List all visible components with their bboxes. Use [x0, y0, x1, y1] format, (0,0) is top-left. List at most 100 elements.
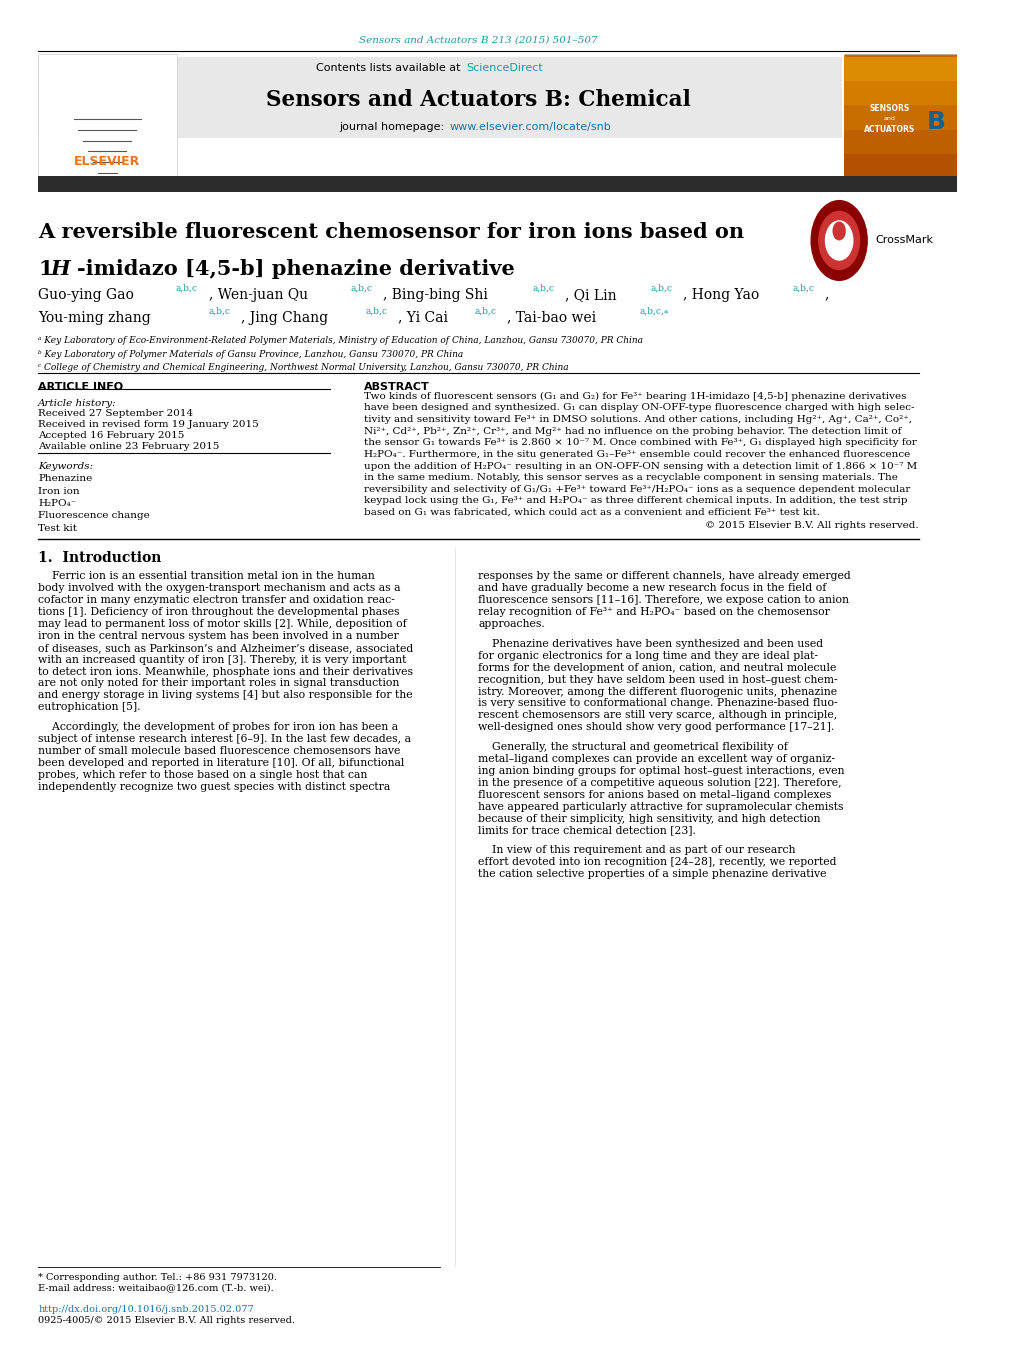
Text: fluorescence sensors [11–16]. Therefore, we expose cation to anion: fluorescence sensors [11–16]. Therefore,…	[478, 596, 849, 605]
Text: Accordingly, the development of probes for iron ion has been a: Accordingly, the development of probes f…	[39, 723, 398, 732]
Text: independently recognize two guest species with distinct spectra: independently recognize two guest specie…	[39, 782, 390, 792]
Text: a,b,c: a,b,c	[474, 307, 496, 316]
Text: E-mail address: weitaibao@126.com (T.-b. wei).: E-mail address: weitaibao@126.com (T.-b.…	[39, 1283, 274, 1293]
Text: , Qi Lin: , Qi Lin	[564, 288, 615, 301]
Text: a,b,c: a,b,c	[350, 284, 372, 293]
Text: a,b,c: a,b,c	[792, 284, 813, 293]
Text: * Corresponding author. Tel.: +86 931 7973120.: * Corresponding author. Tel.: +86 931 79…	[39, 1273, 277, 1282]
Text: to detect iron ions. Meanwhile, phosphate ions and their derivatives: to detect iron ions. Meanwhile, phosphat…	[39, 666, 413, 677]
Text: a,b,c: a,b,c	[532, 284, 553, 293]
Text: Ferric ion is an essential transition metal ion in the human: Ferric ion is an essential transition me…	[39, 571, 375, 581]
Text: body involved with the oxygen-transport mechanism and acts as a: body involved with the oxygen-transport …	[39, 584, 400, 593]
Circle shape	[824, 220, 853, 261]
Text: limits for trace chemical detection [23].: limits for trace chemical detection [23]…	[478, 825, 696, 835]
Text: Phenazine: Phenazine	[39, 474, 93, 484]
Bar	[39, 54, 177, 178]
Text: Received in revised form 19 January 2015: Received in revised form 19 January 2015	[39, 420, 259, 430]
Text: H: H	[51, 259, 70, 280]
Text: approaches.: approaches.	[478, 619, 544, 630]
Text: number of small molecule based fluorescence chemosensors have: number of small molecule based fluoresce…	[39, 746, 400, 757]
Text: relay recognition of Fe³⁺ and H₂PO₄⁻ based on the chemosensor: relay recognition of Fe³⁺ and H₂PO₄⁻ bas…	[478, 607, 829, 617]
Text: ACTUATORS: ACTUATORS	[863, 126, 915, 134]
Text: , Wen-juan Qu: , Wen-juan Qu	[209, 288, 308, 301]
Text: and have gradually become a new research focus in the field of: and have gradually become a new research…	[478, 584, 826, 593]
Text: subject of intense research interest [6–9]. In the last few decades, a: subject of intense research interest [6–…	[39, 734, 411, 744]
Text: Received 27 September 2014: Received 27 September 2014	[39, 409, 194, 419]
Bar	[39, 176, 956, 192]
Text: tivity and sensitivity toward Fe³⁺ in DMSO solutions. And other cations, includi: tivity and sensitivity toward Fe³⁺ in DM…	[363, 415, 911, 424]
Text: are not only noted for their important roles in signal transduction: are not only noted for their important r…	[39, 678, 399, 689]
Text: responses by the same or different channels, have already emerged: responses by the same or different chann…	[478, 571, 850, 581]
Text: iron in the central nervous system has been involved in a number: iron in the central nervous system has b…	[39, 631, 398, 640]
Text: of diseases, such as Parkinson’s and Alzheimer’s disease, associated: of diseases, such as Parkinson’s and Alz…	[39, 643, 413, 653]
Text: a,b,c: a,b,c	[365, 307, 387, 316]
Text: eutrophication [5].: eutrophication [5].	[39, 703, 141, 712]
Text: ᶜ College of Chemistry and Chemical Engineering, Northwest Normal University, La: ᶜ College of Chemistry and Chemical Engi…	[39, 363, 569, 373]
Text: ELSEVIER: ELSEVIER	[74, 154, 141, 168]
Text: Iron ion: Iron ion	[39, 486, 79, 496]
Text: the cation selective properties of a simple phenazine derivative: the cation selective properties of a sim…	[478, 869, 826, 880]
Text: have been designed and synthesized. G₁ can display ON-OFF-type fluorescence char: have been designed and synthesized. G₁ c…	[363, 404, 913, 412]
Text: a,b,c,⁎: a,b,c,⁎	[639, 307, 667, 316]
Text: cofactor in many enzymatic electron transfer and oxidation reac-: cofactor in many enzymatic electron tran…	[39, 596, 394, 605]
Text: www.elsevier.com/locate/snb: www.elsevier.com/locate/snb	[449, 122, 610, 132]
Text: a,b,c: a,b,c	[209, 307, 230, 316]
Text: A reversible fluorescent chemosensor for iron ions based on: A reversible fluorescent chemosensor for…	[39, 222, 744, 242]
Text: probes, which refer to those based on a single host that can: probes, which refer to those based on a …	[39, 770, 367, 780]
Text: have appeared particularly attractive for supramolecular chemists: have appeared particularly attractive fo…	[478, 801, 843, 812]
Text: H₂PO₄⁻. Furthermore, in the situ generated G₁–Fe³⁺ ensemble could recover the en: H₂PO₄⁻. Furthermore, in the situ generat…	[363, 450, 909, 459]
Text: Ni²⁺, Cd²⁺, Pb²⁺, Zn²⁺, Cr³⁺, and Mg²⁺ had no influence on the probing behavior.: Ni²⁺, Cd²⁺, Pb²⁺, Zn²⁺, Cr³⁺, and Mg²⁺ h…	[363, 427, 900, 435]
Text: based on G₁ was fabricated, which could act as a convenient and efficient Fe³⁺ t: based on G₁ was fabricated, which could …	[363, 508, 818, 517]
Text: Two kinds of fluorescent sensors (G₁ and G₂) for Fe³⁺ bearing 1H-imidazo [4,5-b]: Two kinds of fluorescent sensors (G₁ and…	[363, 392, 905, 401]
Text: Available online 23 February 2015: Available online 23 February 2015	[39, 442, 219, 451]
Text: , Yi Cai: , Yi Cai	[397, 311, 447, 324]
Text: © 2015 Elsevier B.V. All rights reserved.: © 2015 Elsevier B.V. All rights reserved…	[704, 521, 918, 530]
Text: , Jing Chang: , Jing Chang	[240, 311, 328, 324]
Text: In view of this requirement and as part of our research: In view of this requirement and as part …	[478, 846, 795, 855]
Text: a,b,c: a,b,c	[650, 284, 672, 293]
Text: SENSORS: SENSORS	[869, 104, 909, 112]
Text: a,b,c: a,b,c	[175, 284, 197, 293]
Circle shape	[810, 200, 867, 281]
Bar	[843, 105, 956, 130]
Text: and: and	[883, 116, 895, 122]
Text: Fluorescence change: Fluorescence change	[39, 512, 150, 520]
Text: keypad lock using the G₁, Fe³⁺ and H₂PO₄⁻ as three different chemical inputs. In: keypad lock using the G₁, Fe³⁺ and H₂PO₄…	[363, 496, 906, 505]
Text: You-ming zhang: You-ming zhang	[39, 311, 151, 324]
Text: , Bing-bing Shi: , Bing-bing Shi	[382, 288, 487, 301]
Text: journal homepage:: journal homepage:	[339, 122, 447, 132]
Text: in the same medium. Notably, this sensor serves as a recyclable component in sen: in the same medium. Notably, this sensor…	[363, 473, 897, 482]
Circle shape	[817, 211, 859, 270]
Text: , Tai-bao wei: , Tai-bao wei	[506, 311, 596, 324]
Text: rescent chemosensors are still very scarce, although in principle,: rescent chemosensors are still very scar…	[478, 711, 837, 720]
Text: reversibility and selectivity of G₁/G₁ +Fe³⁺ toward Fe³⁺/H₂PO₄⁻ ions as a sequen: reversibility and selectivity of G₁/G₁ +…	[363, 485, 909, 493]
Text: well-designed ones should show very good performance [17–21].: well-designed ones should show very good…	[478, 723, 834, 732]
Bar	[39, 57, 842, 138]
Text: recognition, but they have seldom been used in host–guest chem-: recognition, but they have seldom been u…	[478, 674, 838, 685]
Text: ABSTRACT: ABSTRACT	[363, 382, 429, 392]
Text: may lead to permanent loss of motor skills [2]. While, deposition of: may lead to permanent loss of motor skil…	[39, 619, 407, 630]
Bar	[843, 54, 956, 178]
Text: Sensors and Actuators B: Chemical: Sensors and Actuators B: Chemical	[266, 89, 690, 111]
Text: the sensor G₁ towards Fe³⁺ is 2.860 × 10⁻⁷ M. Once combined with Fe³⁺, G₁ displa: the sensor G₁ towards Fe³⁺ is 2.860 × 10…	[363, 438, 916, 447]
Text: Accepted 16 February 2015: Accepted 16 February 2015	[39, 431, 184, 440]
Text: with an increased quantity of iron [3]. Thereby, it is very important: with an increased quantity of iron [3]. …	[39, 655, 407, 665]
Text: been developed and reported in literature [10]. Of all, bifunctional: been developed and reported in literatur…	[39, 758, 405, 767]
Text: ᵇ Key Laboratory of Polymer Materials of Gansu Province, Lanzhou, Gansu 730070, : ᵇ Key Laboratory of Polymer Materials of…	[39, 350, 463, 359]
Text: upon the addition of H₂PO₄⁻ resulting in an ON-OFF-ON sensing with a detection l: upon the addition of H₂PO₄⁻ resulting in…	[363, 462, 916, 470]
Text: ScienceDirect: ScienceDirect	[466, 62, 542, 73]
Text: effort devoted into ion recognition [24–28], recently, we reported: effort devoted into ion recognition [24–…	[478, 858, 837, 867]
Text: Test kit: Test kit	[39, 524, 77, 532]
Text: forms for the development of anion, cation, and neutral molecule: forms for the development of anion, cati…	[478, 663, 836, 673]
Text: ,: ,	[824, 288, 828, 301]
Bar	[843, 130, 956, 154]
Bar	[843, 81, 956, 105]
Text: Article history:: Article history:	[39, 399, 117, 408]
Text: in the presence of a competitive aqueous solution [22]. Therefore,: in the presence of a competitive aqueous…	[478, 778, 842, 788]
Text: http://dx.doi.org/10.1016/j.snb.2015.02.077: http://dx.doi.org/10.1016/j.snb.2015.02.…	[39, 1305, 254, 1315]
Text: Guo-ying Gao: Guo-ying Gao	[39, 288, 135, 301]
Text: fluorescent sensors for anions based on metal–ligand complexes: fluorescent sensors for anions based on …	[478, 790, 830, 800]
Text: tions [1]. Deficiency of iron throughout the developmental phases: tions [1]. Deficiency of iron throughout…	[39, 607, 399, 617]
Text: , Hong Yao: , Hong Yao	[683, 288, 759, 301]
Text: 1.  Introduction: 1. Introduction	[39, 551, 161, 565]
